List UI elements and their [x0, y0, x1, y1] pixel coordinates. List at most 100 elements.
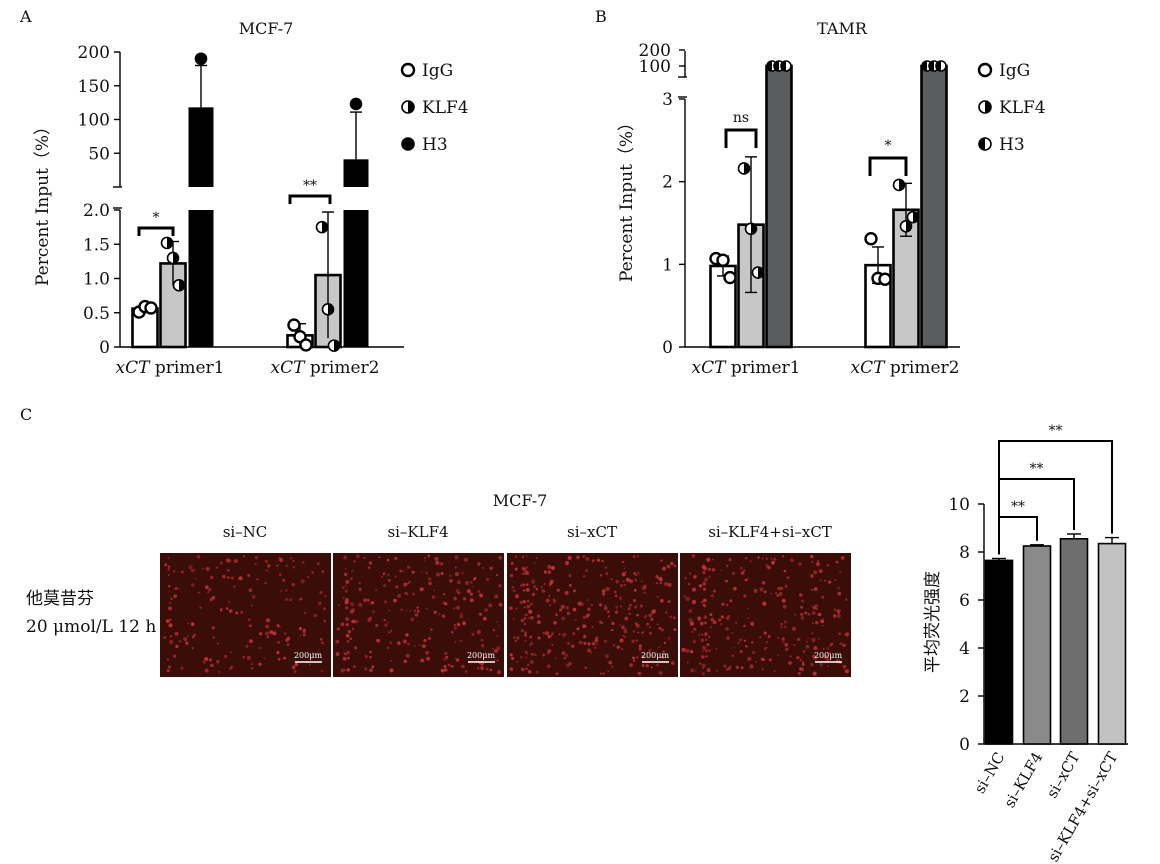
cell-dot — [761, 580, 766, 585]
cell-dot — [402, 639, 407, 644]
cell-dot — [546, 664, 551, 669]
cell-dot — [509, 606, 513, 610]
cell-dot — [426, 656, 431, 661]
cell-dot — [346, 650, 351, 655]
cell-dot — [403, 582, 408, 587]
cell-dot — [619, 623, 621, 626]
cell-dot — [482, 616, 487, 621]
cell-dot — [394, 556, 398, 560]
cell-dot — [775, 592, 778, 595]
cell-dot — [648, 648, 652, 653]
marker-circle — [723, 270, 737, 285]
cell-dot — [815, 620, 819, 625]
cell-dot — [807, 612, 811, 616]
cell-dot — [697, 616, 702, 621]
cell-dot — [800, 605, 803, 609]
cell-dot — [477, 589, 481, 593]
cell-dot — [240, 610, 244, 614]
cell-dot — [712, 620, 717, 625]
significance-label: * — [885, 138, 892, 154]
cell-dot — [440, 571, 444, 576]
cell-dot — [623, 580, 625, 583]
cell-dot — [525, 587, 530, 592]
cell-dot — [529, 643, 532, 647]
cell-dot — [351, 627, 355, 631]
cell-dot — [578, 640, 583, 645]
cell-dot — [319, 591, 323, 595]
cell-dot — [810, 554, 814, 559]
cell-dot — [286, 643, 290, 647]
cell-dot — [834, 579, 837, 581]
cell-dot — [810, 574, 814, 578]
cell-dot — [167, 606, 173, 611]
cell-dot — [523, 622, 527, 626]
cell-dot — [601, 559, 605, 563]
cell-dot — [619, 605, 622, 608]
cell-dot — [605, 572, 609, 576]
cell-dot — [759, 636, 762, 639]
cell-dot — [216, 659, 220, 664]
marker-circle — [977, 62, 993, 78]
cell-dot — [761, 668, 764, 671]
cell-dot — [498, 584, 502, 588]
cell-dot — [226, 569, 230, 572]
cell-dot — [204, 656, 209, 661]
cell-dot — [616, 645, 620, 649]
cell-dot — [251, 667, 254, 670]
cell-dot — [659, 581, 663, 585]
cell-dot — [783, 620, 787, 624]
cell-dot — [470, 581, 473, 584]
marker-circle — [878, 272, 892, 286]
cell-dot — [637, 631, 640, 634]
cell-dot — [196, 555, 201, 559]
significance-brackets: *** — [137, 178, 332, 236]
significance-label: ** — [1049, 423, 1063, 439]
cell-dot — [509, 667, 514, 671]
cell-dot — [709, 613, 713, 617]
cell-dot — [613, 590, 617, 594]
cell-dot — [767, 565, 771, 570]
cell-dot — [321, 669, 324, 672]
cell-dot — [207, 591, 210, 594]
marker-half-fill — [781, 61, 786, 71]
cell-dot — [704, 638, 708, 641]
cell-dot — [205, 585, 209, 590]
cell-dot — [215, 566, 219, 569]
cell-dot — [170, 597, 173, 600]
cell-dot — [778, 592, 783, 597]
cell-dot — [593, 646, 597, 650]
cell-dot — [793, 613, 797, 616]
x-category-label: si–KLF4+si–xCT — [1044, 749, 1121, 864]
y-axis-label: Percent Input（%） — [617, 114, 637, 282]
marker-circle — [400, 62, 416, 78]
cell-dot — [566, 641, 571, 646]
cell-dot — [796, 656, 800, 660]
marker-half-fill — [979, 138, 985, 150]
cell-dot — [590, 604, 593, 607]
y-tick-label: 1.5 — [83, 235, 110, 255]
cell-dot — [725, 616, 730, 621]
cell-dot — [732, 586, 737, 591]
cell-dot — [745, 644, 748, 648]
cell-dot — [718, 618, 722, 622]
cell-dot — [523, 633, 527, 637]
cell-dot — [335, 639, 340, 644]
cell-dot — [453, 624, 456, 627]
cell-dot — [178, 640, 182, 643]
cell-dot — [692, 639, 697, 644]
cell-dot — [190, 622, 195, 627]
cell-dot — [369, 616, 372, 620]
cell-dot — [704, 632, 708, 636]
cell-dot — [782, 604, 787, 609]
cell-dot — [662, 650, 665, 653]
cell-dot — [725, 603, 729, 607]
cell-dot — [725, 627, 729, 631]
cell-dot — [514, 568, 517, 571]
cell-dot — [589, 651, 593, 654]
cell-dot — [615, 579, 620, 584]
micrograph-panel: 200μm — [160, 553, 331, 677]
cell-dot — [773, 557, 777, 561]
x-category-labels: xCT primer1 xCT primer2 — [692, 358, 960, 378]
cell-dot — [761, 668, 763, 671]
cell-dot — [354, 646, 358, 650]
